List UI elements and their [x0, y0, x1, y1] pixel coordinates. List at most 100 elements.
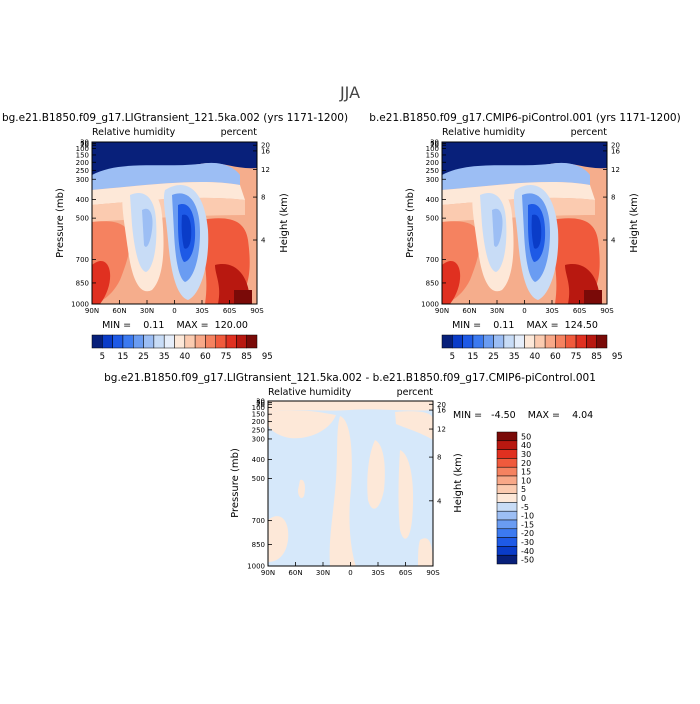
y-tick-label: 700: [252, 517, 265, 525]
colorbar-swatch: [565, 334, 577, 349]
colorbar-swatch: [503, 334, 515, 349]
x-tick-label: 30S: [545, 307, 559, 315]
x-tick-label: 30N: [140, 307, 154, 315]
panel-3-stats: MIN = -4.50 MAX = 4.04: [453, 410, 593, 421]
y2-tick-label: 20: [611, 142, 620, 150]
y-tick-label: 1000: [421, 301, 439, 309]
colorbar-label: 20: [521, 459, 531, 468]
panel-2-y-label: Pressure (mb): [405, 188, 416, 258]
colorbar-swatch: [225, 334, 237, 349]
colorbar-label: 5: [100, 352, 105, 362]
x-tick-label: 30S: [195, 307, 209, 315]
colorbar-label: -50: [521, 556, 534, 565]
y2-tick-label: 20: [261, 142, 270, 150]
colorbar-swatch: [194, 334, 206, 349]
panel-3: bg.e21.B1850.f09_g17.LIGtransient_121.5k…: [104, 372, 596, 577]
panel-1: bg.e21.B1850.f09_g17.LIGtransient_121.5k…: [2, 112, 348, 331]
colorbar-swatch: [496, 431, 518, 442]
colorbar-label: 40: [179, 352, 190, 362]
colorbar-swatch: [483, 334, 494, 349]
colorbar-label: 30: [521, 450, 531, 459]
colorbar-swatch: [153, 334, 165, 349]
colorbar-swatch: [496, 475, 518, 486]
y-tick-label: 850: [252, 541, 265, 549]
panel-3-field: [268, 401, 433, 566]
y-tick-label: 250: [426, 167, 439, 175]
y-tick-label: 70: [256, 401, 265, 409]
colorbar-swatch: [215, 334, 227, 349]
panel-2-field: [442, 142, 607, 304]
panel-1-y-label: Pressure (mb): [55, 188, 66, 258]
colorbar-swatch: [91, 334, 103, 349]
colorbar-swatch: [555, 334, 566, 349]
colorbar-swatch: [586, 334, 597, 349]
x-tick-label: 30N: [316, 569, 330, 577]
colorbar-panel-1: 5 15 25 35 40 60 75 85 95: [91, 334, 273, 362]
colorbar-swatch: [452, 334, 463, 349]
y-tick-label: 700: [426, 256, 439, 264]
colorbar-swatch: [496, 458, 518, 468]
colorbar-swatch: [143, 334, 155, 349]
colorbar-swatch: [496, 449, 518, 459]
panel-2-left-label: Relative humidity: [442, 127, 526, 138]
y2-tick-label: 4: [437, 497, 442, 505]
y-tick-label: 200: [252, 418, 265, 426]
colorbar-label: -30: [521, 538, 534, 547]
x-tick-label: 90S: [426, 569, 440, 577]
colorbar-label: 15: [521, 468, 531, 477]
colorbar-label: 60: [550, 352, 561, 362]
colorbar-swatch: [496, 546, 518, 556]
colorbar-label: 75: [221, 352, 232, 362]
x-tick-label: 30S: [371, 569, 385, 577]
x-tick-label: 90N: [85, 307, 99, 315]
y-tick-label: 500: [76, 215, 89, 223]
y-tick-label: 100: [76, 145, 89, 153]
colorbar-swatch: [246, 334, 258, 349]
panel-3-y2-label: Height (km): [453, 453, 464, 513]
y-tick-label: 150: [76, 151, 89, 159]
colorbar-label: 0: [521, 494, 526, 503]
colorbar-label: 95: [612, 352, 623, 362]
colorbar-swatch: [205, 334, 216, 349]
y-tick-label: 150: [426, 151, 439, 159]
colorbar-label: 5: [521, 485, 526, 494]
y-tick-label: 50: [256, 399, 265, 407]
y-tick-label: 400: [76, 196, 89, 204]
x-tick-label: 90N: [435, 307, 449, 315]
y2-tick-label: 12: [261, 166, 270, 174]
y2-tick-label: 20: [437, 401, 446, 409]
y2-tick-label: 8: [611, 194, 615, 202]
colorbar-label: 15: [468, 352, 479, 362]
y-tick-label: 1000: [71, 301, 89, 309]
panel-1-left-label: Relative humidity: [92, 127, 176, 138]
colorbar-label: 15: [118, 352, 129, 362]
x-tick-label: 90S: [250, 307, 264, 315]
y-tick-label: 30: [256, 398, 265, 406]
colorbar-swatch: [496, 440, 518, 450]
colorbar-swatch: [174, 334, 186, 349]
colorbar-label: 85: [241, 352, 252, 362]
y-tick-label: 500: [426, 215, 439, 223]
y-tick-label: 100: [252, 404, 265, 412]
y2-tick-label: 16: [611, 147, 620, 155]
colorbar-swatch: [184, 334, 196, 349]
x-tick-label: 60N: [462, 307, 476, 315]
y-tick-label: 250: [76, 167, 89, 175]
x-tick-label: 90N: [261, 569, 275, 577]
colorbar-swatch: [122, 334, 134, 349]
x-tick-label: 90S: [600, 307, 614, 315]
x-tick-label: 60N: [112, 307, 126, 315]
colorbar-swatch: [441, 334, 453, 349]
x-tick-label: 60S: [573, 307, 587, 315]
y-tick-label: 200: [426, 159, 439, 167]
panel-1-stats: MIN = 0.11 MAX = 120.00: [102, 320, 248, 331]
colorbar-swatch: [534, 334, 546, 349]
y-tick-label: 700: [76, 256, 89, 264]
y-tick-label: 850: [426, 279, 439, 287]
panel-2-right-label: percent: [571, 127, 608, 138]
x-tick-label: 30N: [490, 307, 504, 315]
figure-title: JJA: [339, 83, 360, 102]
colorbar-swatch: [493, 334, 505, 349]
panel-1-title: bg.e21.B1850.f09_g17.LIGtransient_121.5k…: [2, 112, 348, 124]
panel-2: b.e21.B1850.f09_g17.CMIP6-piControl.001 …: [369, 112, 680, 331]
